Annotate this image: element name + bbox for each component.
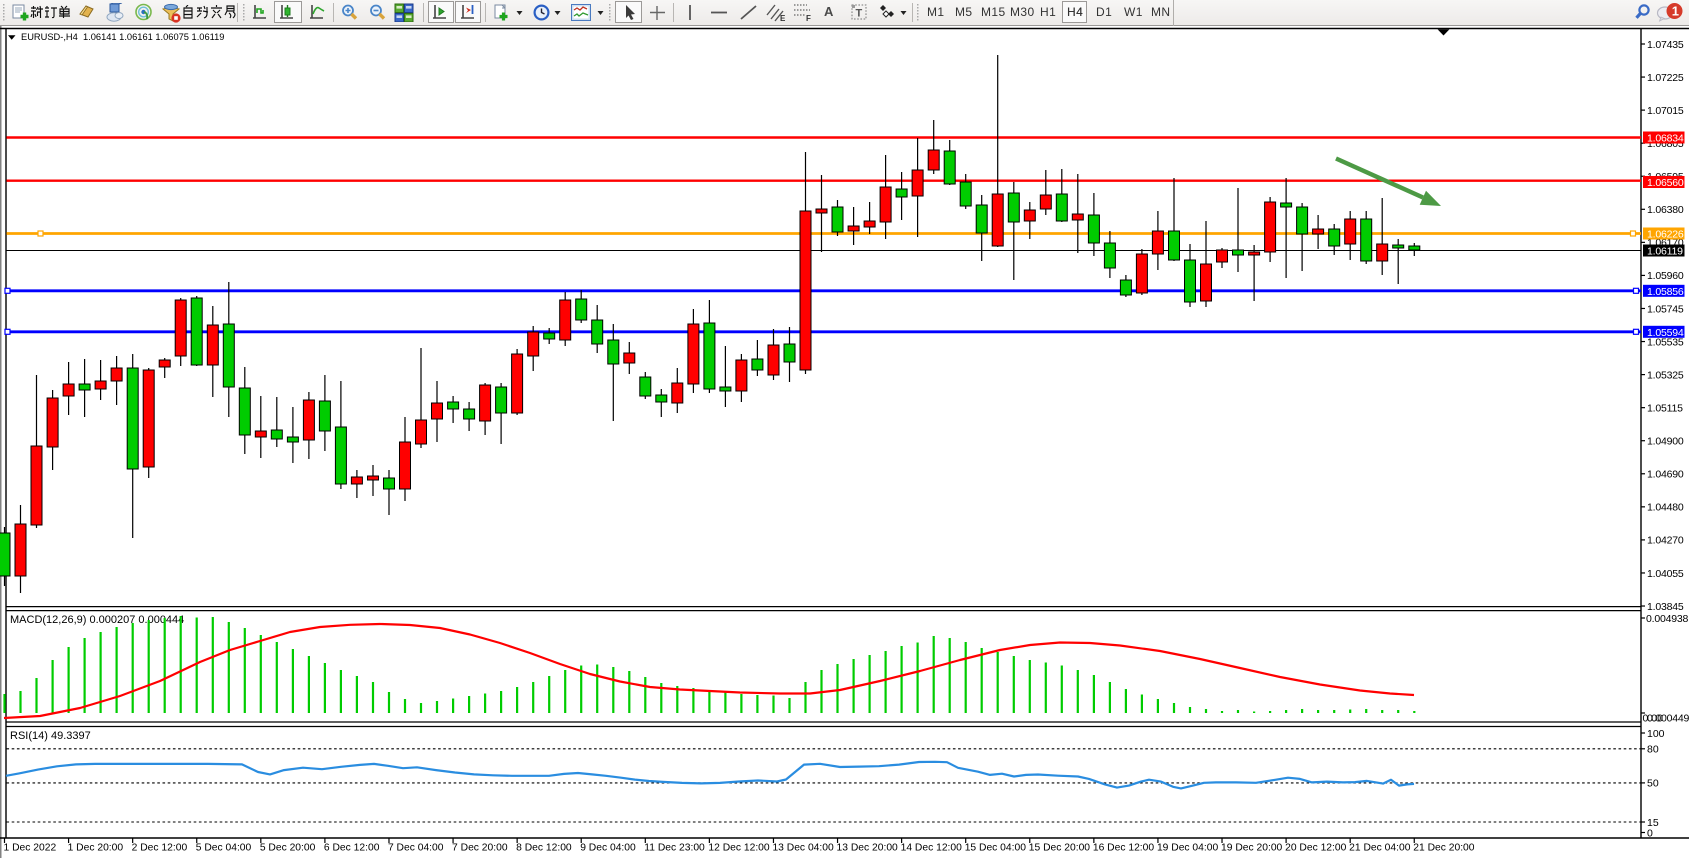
svg-text:15 Dec 04:00: 15 Dec 04:00 xyxy=(965,843,1027,854)
svg-text:E: E xyxy=(780,14,786,23)
svg-text:1.04900: 1.04900 xyxy=(1647,436,1684,448)
svg-text:15 Dec 20:00: 15 Dec 20:00 xyxy=(1029,843,1091,854)
svg-text:1.04480: 1.04480 xyxy=(1647,502,1684,514)
svg-text:8 Dec 12:00: 8 Dec 12:00 xyxy=(516,843,572,854)
svg-text:20 Dec 12:00: 20 Dec 12:00 xyxy=(1285,843,1347,854)
svg-text:0.00: 0.00 xyxy=(1643,713,1664,725)
svg-text:1: 1 xyxy=(1672,4,1679,19)
svg-text:T: T xyxy=(856,8,863,20)
svg-text:1.06834: 1.06834 xyxy=(1647,133,1684,145)
svg-text:F: F xyxy=(806,14,811,23)
svg-text:1.07225: 1.07225 xyxy=(1647,72,1684,84)
svg-text:1.05325: 1.05325 xyxy=(1647,369,1684,381)
svg-text:1.05535: 1.05535 xyxy=(1647,336,1684,348)
svg-text:1 Dec 2022: 1 Dec 2022 xyxy=(4,843,57,854)
svg-text:6 Dec 12:00: 6 Dec 12:00 xyxy=(324,843,380,854)
svg-text:2 Dec 12:00: 2 Dec 12:00 xyxy=(132,843,188,854)
svg-text:14 Dec 12:00: 14 Dec 12:00 xyxy=(901,843,963,854)
svg-text:19 Dec 20:00: 19 Dec 20:00 xyxy=(1221,843,1283,854)
svg-text:100: 100 xyxy=(1647,728,1665,740)
svg-text:1.04270: 1.04270 xyxy=(1647,535,1684,547)
svg-text:7 Dec 04:00: 7 Dec 04:00 xyxy=(388,843,444,854)
svg-text:21 Dec 04:00: 21 Dec 04:00 xyxy=(1349,843,1411,854)
svg-text:15: 15 xyxy=(1647,817,1659,829)
svg-text:5 Dec 04:00: 5 Dec 04:00 xyxy=(196,843,252,854)
svg-text:7 Dec 20:00: 7 Dec 20:00 xyxy=(452,843,508,854)
svg-text:1.06226: 1.06226 xyxy=(1647,229,1684,241)
svg-text:1.04690: 1.04690 xyxy=(1647,469,1684,481)
svg-text:1.07015: 1.07015 xyxy=(1647,105,1684,117)
svg-text:5 Dec 20:00: 5 Dec 20:00 xyxy=(260,843,316,854)
svg-text:50: 50 xyxy=(1647,778,1659,790)
svg-text:13 Dec 20:00: 13 Dec 20:00 xyxy=(837,843,899,854)
svg-text:1.05115: 1.05115 xyxy=(1647,402,1683,414)
svg-text:19 Dec 04:00: 19 Dec 04:00 xyxy=(1157,843,1219,854)
svg-text:1.05960: 1.05960 xyxy=(1647,270,1684,282)
svg-text:11 Dec 23:00: 11 Dec 23:00 xyxy=(644,843,705,854)
svg-text:RSI(14) 49.3397: RSI(14) 49.3397 xyxy=(10,730,91,742)
svg-text:16 Dec 12:00: 16 Dec 12:00 xyxy=(1093,843,1155,854)
svg-text:0.004938: 0.004938 xyxy=(1646,613,1689,625)
svg-text:1 Dec 20:00: 1 Dec 20:00 xyxy=(68,843,124,854)
svg-text:9 Dec 04:00: 9 Dec 04:00 xyxy=(580,843,636,854)
svg-text:1.05745: 1.05745 xyxy=(1647,303,1684,315)
svg-text:1.04055: 1.04055 xyxy=(1647,568,1684,580)
svg-text:1.06380: 1.06380 xyxy=(1647,204,1684,216)
svg-text:1.05594: 1.05594 xyxy=(1647,327,1684,339)
svg-text:MACD(12,26,9) 0.000207 0.00044: MACD(12,26,9) 0.000207 0.000444 xyxy=(10,614,184,626)
svg-text:0: 0 xyxy=(1647,827,1653,839)
svg-text:1.07435: 1.07435 xyxy=(1647,39,1684,51)
svg-text:0.000449: 0.000449 xyxy=(1647,713,1689,725)
svg-text:13 Dec 04:00: 13 Dec 04:00 xyxy=(772,843,834,854)
svg-text:80: 80 xyxy=(1647,744,1659,756)
svg-text:1.06560: 1.06560 xyxy=(1647,177,1684,189)
svg-text:1.05856: 1.05856 xyxy=(1647,286,1684,298)
svg-text:EURUSD-,H4 1.06141 1.06161 1.: EURUSD-,H4 1.06141 1.06161 1.06075 1.061… xyxy=(21,32,224,42)
svg-text:1.03845: 1.03845 xyxy=(1647,601,1684,613)
svg-text:1.06119: 1.06119 xyxy=(1647,246,1683,258)
svg-text:21 Dec 20:00: 21 Dec 20:00 xyxy=(1413,843,1475,854)
svg-text:12 Dec 12:00: 12 Dec 12:00 xyxy=(708,843,770,854)
